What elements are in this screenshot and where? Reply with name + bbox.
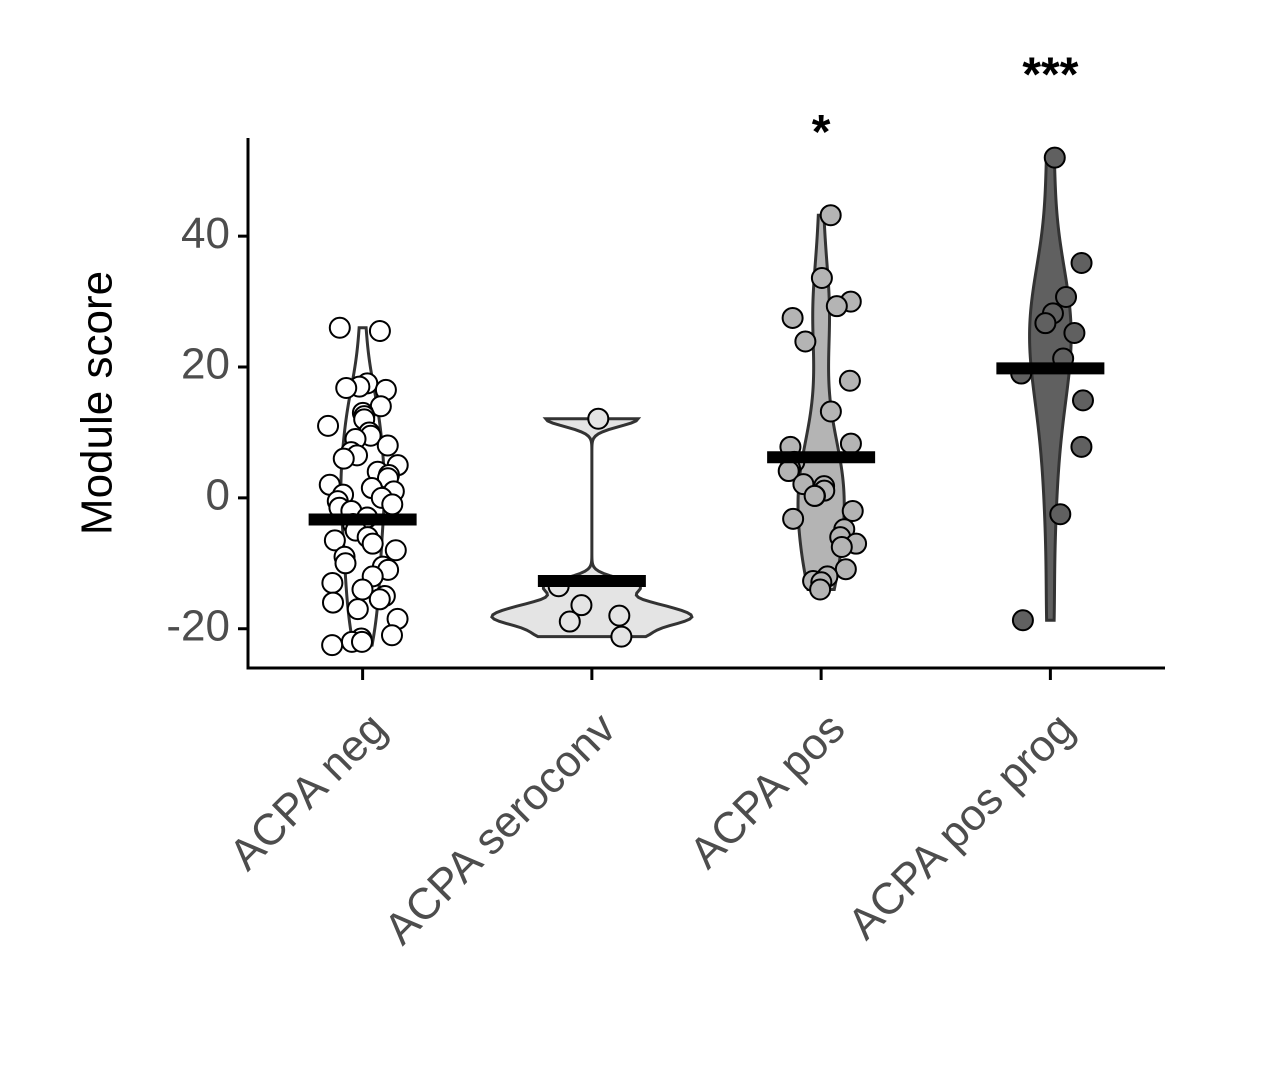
data-point — [1070, 251, 1093, 274]
x-tick-label: ACPA pos prog — [839, 704, 1084, 949]
data-point — [328, 316, 351, 339]
data-point — [834, 558, 857, 581]
data-point — [380, 624, 403, 647]
data-point — [1034, 312, 1057, 335]
x-tick-label: ACPA seroconv — [375, 704, 625, 954]
violin — [1028, 156, 1073, 622]
y-tick-label: 0 — [206, 471, 230, 520]
significance-label: * — [812, 106, 831, 159]
data-point — [317, 414, 340, 437]
data-point — [1049, 503, 1072, 526]
data-point — [384, 539, 407, 562]
data-point — [781, 306, 804, 329]
data-point — [321, 571, 344, 594]
x-tick-label: ACPA pos — [680, 704, 854, 878]
data-point — [830, 535, 853, 558]
data-point — [1070, 435, 1093, 458]
data-point — [794, 330, 817, 353]
data-point — [782, 507, 805, 530]
data-point — [350, 630, 373, 653]
data-point — [361, 532, 384, 555]
data-point — [558, 610, 581, 633]
data-point — [1063, 321, 1086, 344]
data-point — [838, 369, 861, 392]
data-point — [323, 529, 346, 552]
data-point — [334, 552, 357, 575]
data-point — [1071, 389, 1094, 412]
data-point — [570, 594, 593, 617]
data-point — [368, 588, 391, 611]
data-point — [321, 634, 344, 657]
data-point — [381, 493, 404, 516]
data-point — [809, 578, 832, 601]
violin — [490, 417, 694, 639]
data-point — [332, 447, 355, 470]
data-point — [810, 267, 833, 290]
data-point — [608, 604, 631, 627]
data-point — [321, 591, 344, 614]
data-point — [346, 598, 369, 621]
y-tick-label: 40 — [181, 209, 230, 258]
data-point — [1043, 146, 1066, 169]
data-point — [610, 625, 633, 648]
data-point — [587, 407, 610, 430]
data-point — [841, 499, 864, 522]
data-point — [803, 484, 826, 507]
data-point — [335, 376, 358, 399]
significance-label: *** — [1022, 48, 1078, 101]
data-point — [368, 320, 391, 343]
data-point — [819, 400, 842, 423]
y-axis-label: Module score — [73, 271, 122, 535]
data-point — [1055, 286, 1078, 308]
data-point — [1011, 609, 1034, 632]
data-point — [819, 204, 842, 227]
data-point — [376, 434, 399, 457]
y-tick-label: 20 — [181, 340, 230, 389]
data-point — [825, 295, 848, 318]
x-tick-label: ACPA neg — [220, 704, 396, 880]
data-point — [839, 432, 862, 455]
y-tick-label: -20 — [166, 601, 230, 650]
